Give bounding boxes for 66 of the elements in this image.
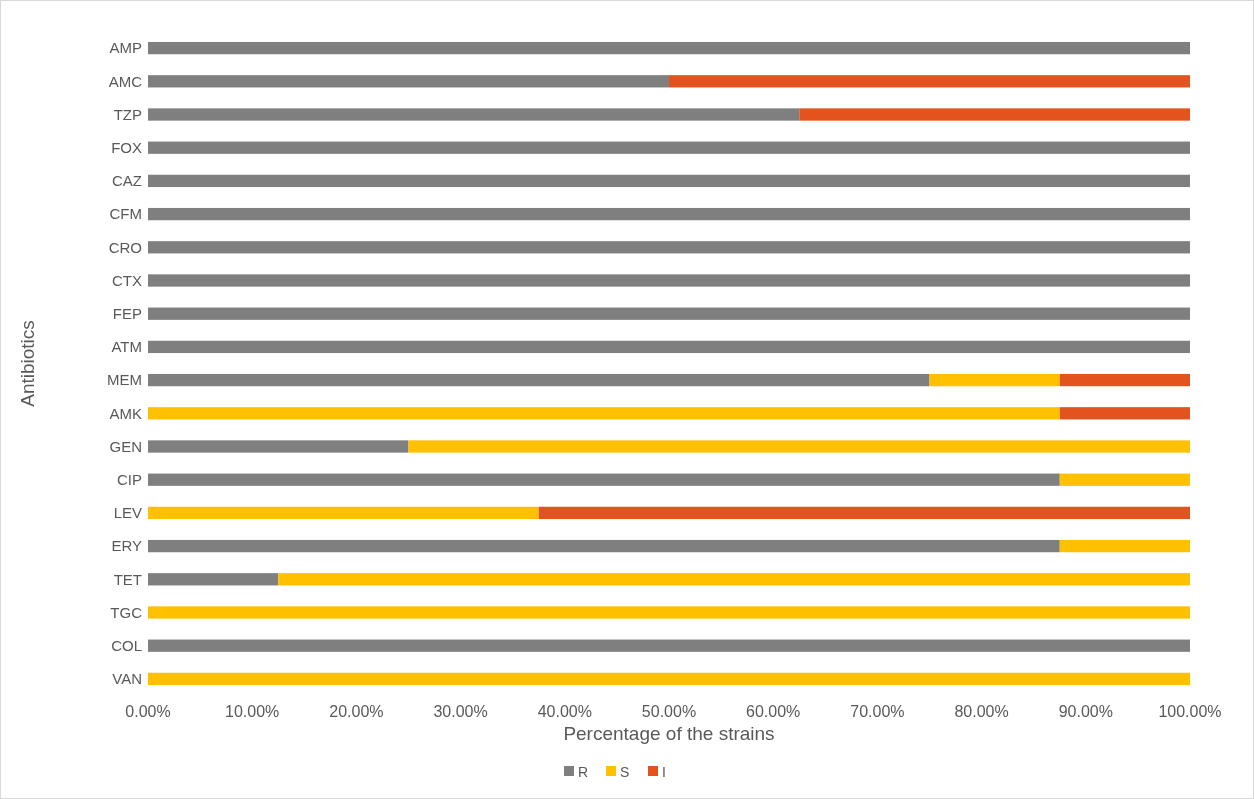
bar xyxy=(148,108,800,121)
bar xyxy=(148,606,1190,619)
bar xyxy=(148,407,1060,420)
y-tick-label: COL xyxy=(111,636,142,654)
bar xyxy=(148,41,1190,55)
x-tick-label: 50.00% xyxy=(641,703,697,720)
y-tick-label: MEM xyxy=(107,371,142,389)
bar xyxy=(148,274,1190,287)
bar xyxy=(278,573,1190,586)
y-tick-label: LEV xyxy=(113,504,142,522)
bar xyxy=(408,440,1190,453)
y-tick-label: CAZ xyxy=(112,172,142,190)
bar xyxy=(1059,407,1190,420)
bar xyxy=(1059,373,1190,387)
y-tick-label: AMK xyxy=(109,404,142,422)
bar xyxy=(538,506,1190,520)
bar xyxy=(148,141,1190,154)
bar xyxy=(148,639,1190,652)
bar xyxy=(148,174,1190,188)
x-tick-label: 40.00% xyxy=(537,703,592,720)
y-tick-label: CFM xyxy=(109,205,142,223)
bar xyxy=(148,440,409,453)
y-tick-label: GEN xyxy=(109,437,142,455)
bar xyxy=(148,241,1190,254)
bar xyxy=(148,373,930,387)
bar xyxy=(148,75,669,88)
y-tick-label: AMC xyxy=(108,72,143,90)
legend-label: R xyxy=(578,763,589,780)
legend-label: I xyxy=(662,763,666,780)
bar xyxy=(148,307,1190,320)
y-tick-label: AMP xyxy=(109,39,142,57)
bar xyxy=(1059,539,1190,553)
x-tick-label: 80.00% xyxy=(954,703,1009,720)
y-tick-label: FOX xyxy=(111,138,142,156)
y-tick-label: CRO xyxy=(108,238,142,256)
x-tick-label: 90.00% xyxy=(1058,703,1113,720)
x-tick-label: 60.00% xyxy=(746,703,801,720)
bar xyxy=(148,207,1190,221)
bar xyxy=(669,75,1190,88)
x-tick-label: 100.00% xyxy=(1158,703,1222,720)
x-tick-label: 0.00% xyxy=(125,703,171,720)
y-tick-label: TZP xyxy=(113,105,142,123)
y-tick-label: ERY xyxy=(111,537,142,555)
y-tick-label: TGC xyxy=(110,603,143,621)
x-tick-label: 70.00% xyxy=(850,703,905,720)
y-tick-label: TET xyxy=(113,570,142,588)
x-tick-label: 10.00% xyxy=(225,703,280,720)
y-tick-label: VAN xyxy=(112,670,142,688)
y-axis-title: Antibiotics xyxy=(17,320,38,407)
y-tick-label: ATM xyxy=(111,338,142,356)
x-tick-label: 20.00% xyxy=(329,703,384,720)
bar xyxy=(148,539,1060,553)
bar xyxy=(148,340,1190,354)
bar xyxy=(148,473,1060,486)
bar xyxy=(148,506,539,520)
y-tick-label: CIP xyxy=(116,470,142,488)
x-tick-label: 30.00% xyxy=(433,703,488,720)
bar xyxy=(929,373,1060,387)
bar xyxy=(148,672,1190,686)
legend-label: S xyxy=(620,763,630,780)
y-tick-label: CTX xyxy=(112,271,142,289)
y-tick-label: FEP xyxy=(112,304,142,322)
bar xyxy=(148,573,279,586)
x-axis-title: Percentage of the strains xyxy=(563,723,775,744)
bar xyxy=(1059,473,1190,486)
bar xyxy=(799,108,1190,121)
